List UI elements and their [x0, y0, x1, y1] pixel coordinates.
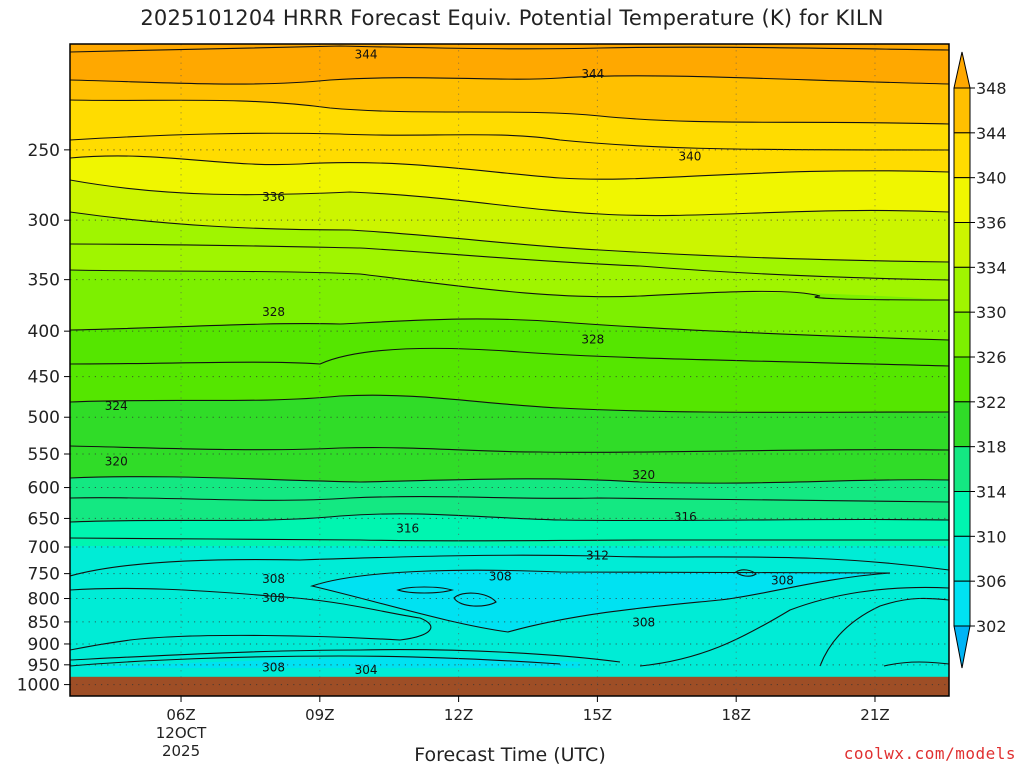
- x-tick-label: 18Z: [722, 706, 751, 724]
- colorbar-segment: [953, 311, 971, 358]
- y-tick-label: 300: [28, 211, 60, 231]
- colorbar-segment: [953, 446, 971, 492]
- colorbar-label: 334: [976, 258, 1007, 277]
- contour-label: 320: [105, 454, 128, 468]
- contour-label: 344: [581, 67, 604, 81]
- source-credit: coolwx.com/models: [843, 744, 1016, 763]
- colorbar-label: 326: [976, 348, 1007, 367]
- x-tick-label: 21Z: [860, 706, 889, 724]
- colorbar-segment: [953, 535, 971, 582]
- y-tick-label: 350: [28, 271, 60, 291]
- y-tick-label: 450: [28, 368, 60, 388]
- contour-label: 336: [262, 190, 285, 204]
- contour-label: 308: [489, 570, 512, 584]
- contour-label: 308: [262, 660, 285, 674]
- y-tick-label: 700: [28, 538, 60, 558]
- colorbar-segment: [953, 177, 971, 224]
- contour-label: 308: [632, 615, 655, 629]
- y-tick-label: 800: [28, 590, 60, 610]
- y-tick-label: 550: [28, 445, 60, 465]
- colorbar-label: 322: [976, 393, 1007, 412]
- contour-label: 316: [396, 521, 419, 535]
- ground-below-surface: [70, 676, 949, 696]
- colorbar-segment: [953, 356, 971, 403]
- colorbar-segment: [953, 266, 971, 313]
- colorbar-label: 330: [976, 303, 1007, 322]
- dotted-grid: [70, 44, 949, 696]
- theta-e-band: [640, 587, 949, 666]
- colorbar-label: 348: [976, 79, 1007, 98]
- contour-labels: 344 344 340 336 328 328 324 320 320 316 316 312 308 3…: [105, 48, 794, 678]
- colorbar-label: 340: [976, 169, 1007, 188]
- colorbar-segment: [953, 222, 971, 268]
- colorbar-label: 302: [976, 617, 1007, 636]
- y-tick-label: 650: [28, 509, 60, 529]
- y-tick-label: 250: [28, 141, 60, 161]
- y-tick-label: 850: [28, 613, 60, 633]
- colorbar-max-arrow: [953, 51, 971, 89]
- x-axis-label: Forecast Time (UTC): [414, 744, 606, 766]
- colorbar-label: 310: [976, 527, 1007, 546]
- contour-label: 340: [678, 149, 701, 163]
- x-tick-label: 2025: [162, 742, 200, 760]
- chart-title: 2025101204 HRRR Forecast Equiv. Potentia…: [140, 6, 884, 30]
- plot-frame: [69, 43, 950, 697]
- contour-label: 344: [355, 48, 378, 62]
- contour-label: 312: [586, 549, 609, 563]
- pressure-axis: 2503003504004505005506006507007508008509…: [17, 141, 70, 696]
- colorbar-segment: [953, 132, 971, 179]
- colorbar-label: 336: [976, 214, 1007, 233]
- colorbar-label: 344: [976, 124, 1007, 143]
- theta-e-band: [312, 570, 890, 632]
- contour-label: 320: [632, 468, 655, 482]
- x-tick-label: 12OCT: [156, 724, 207, 742]
- x-tick-label: 09Z: [305, 706, 334, 724]
- colorbar-segment: [953, 491, 971, 537]
- colorbar-segment: [953, 580, 971, 627]
- y-tick-label: 1000: [17, 676, 60, 696]
- colorbar-min-arrow: [953, 625, 971, 669]
- y-tick-label: 500: [28, 408, 60, 428]
- y-tick-label: 600: [28, 479, 60, 499]
- colorbar-segment: [953, 87, 971, 134]
- x-tick-label: 15Z: [583, 706, 612, 724]
- contour-label: 328: [262, 305, 285, 319]
- x-tick-label: 12Z: [444, 706, 473, 724]
- colorbar-label: 318: [976, 438, 1007, 457]
- contour-label: 308: [262, 591, 285, 605]
- y-tick-label: 950: [28, 656, 60, 676]
- y-tick-label: 750: [28, 565, 60, 585]
- colorbar-label: 306: [976, 572, 1007, 591]
- theta-e-contour-lines: [70, 45, 949, 667]
- theta-e-filled-bands: [70, 44, 949, 696]
- x-tick-label: 06Z: [166, 706, 195, 724]
- contour-label: 308: [262, 572, 285, 586]
- contour-label: 308: [771, 573, 794, 587]
- colorbar-segment: [953, 401, 971, 448]
- colorbar-label: 314: [976, 483, 1007, 502]
- contour-label: 304: [355, 663, 378, 677]
- contour-label: 324: [105, 399, 128, 413]
- y-tick-label: 900: [28, 635, 60, 655]
- contour-label: 316: [674, 510, 697, 524]
- colorbar: 348 344 340 336 334 330 326 322 318 314 310 306 302: [953, 51, 1007, 669]
- contour-label: 328: [581, 332, 604, 346]
- y-tick-label: 400: [28, 322, 60, 342]
- theta-e-band: [70, 657, 580, 668]
